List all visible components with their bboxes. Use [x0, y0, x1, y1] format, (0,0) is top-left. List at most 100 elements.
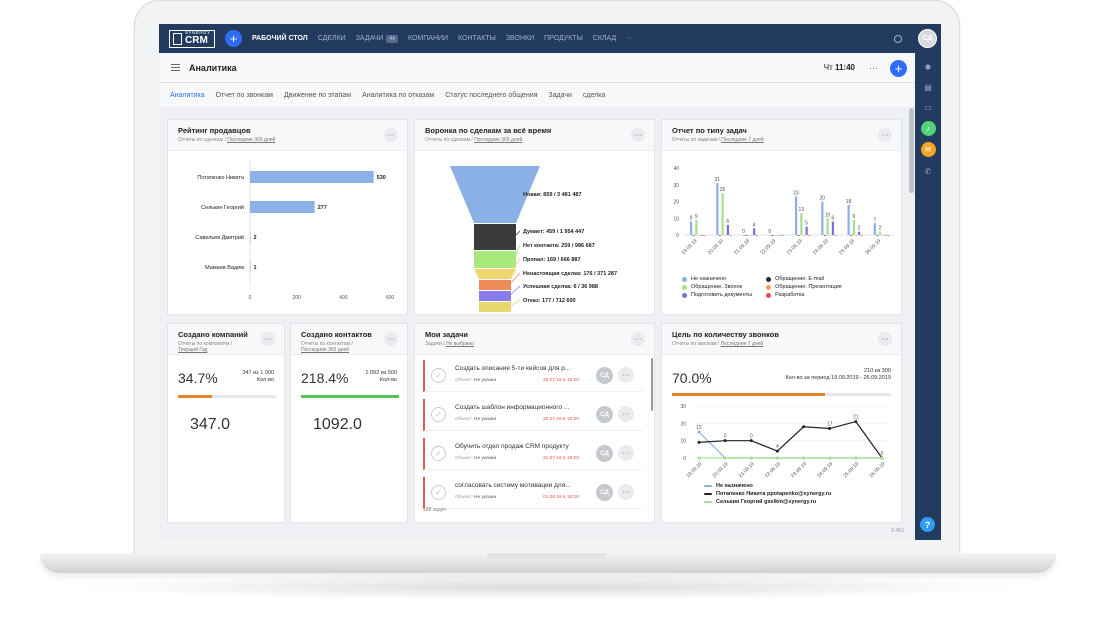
legend-item[interactable]: Обращение. Презентация [766, 283, 842, 291]
task-assignee-avatar[interactable]: СД [596, 445, 613, 462]
task-title[interactable]: Обучить отдел продаж CRM продукту [455, 443, 569, 450]
progress-track [178, 395, 276, 398]
x-tick-label: 19.09.19 [681, 238, 699, 256]
funnel-leader-line [508, 285, 521, 297]
task-more-button[interactable]: ··· [618, 367, 634, 383]
task-more-button[interactable]: ··· [618, 445, 634, 461]
card-title: Рейтинг продавцов [178, 126, 251, 135]
task-assignee-avatar[interactable]: СД [596, 367, 613, 384]
nav-item[interactable]: ПРОДУКТЫ [544, 35, 583, 42]
nav-item[interactable]: ··· [626, 35, 634, 42]
tab-item[interactable]: сделка [582, 91, 606, 99]
tab-item[interactable]: Задачи [548, 91, 572, 99]
x-tick-label: 21.09.19 [733, 238, 751, 256]
bell-icon[interactable]: ♪ [920, 121, 936, 136]
card-period-link[interactable]: Последние 365 дней [474, 137, 523, 143]
x-tick-label: 25.09.19 [838, 238, 856, 256]
task-more-button[interactable]: ··· [618, 406, 634, 422]
card-source: Отчеты по контактам / [301, 341, 353, 347]
page-scrollbar[interactable] [909, 108, 914, 193]
nav-item[interactable]: СДЕЛКИ [317, 35, 346, 42]
nav-item[interactable]: РАБОЧИЙ СТОЛ [252, 35, 308, 42]
chat-icon[interactable]: ▭ [924, 102, 932, 112]
bar [721, 193, 724, 235]
tab-item[interactable]: Движение по этапам [283, 91, 352, 99]
card-more-button[interactable]: ··· [878, 128, 892, 142]
card-more-button[interactable]: ··· [384, 332, 398, 346]
task-title[interactable]: Создать шаблон информационного ... [455, 404, 570, 411]
legend-swatch [766, 292, 772, 298]
task-more-button[interactable]: ··· [618, 484, 634, 500]
legend-item[interactable]: Подготовить документы [682, 291, 752, 299]
task-assignee-avatar[interactable]: СД [596, 406, 613, 423]
legend-swatch [704, 485, 712, 487]
tab-item[interactable]: Статус последнего общения [445, 91, 538, 99]
funnel-card: Воронка по сделкам за всё время Отчеты п… [414, 119, 655, 315]
create-button[interactable]: + [225, 30, 242, 47]
legend-item[interactable]: Селькин Георгий gselkin@synergy.ru [704, 498, 831, 506]
bar [860, 235, 863, 236]
synergy-crm-logo[interactable]: SYNERGY CRM [169, 29, 215, 48]
legend-item[interactable]: Потапенко Никита ppotapenko@synergy.ru [704, 490, 831, 498]
nav-item[interactable]: ЗАДАЧИ [355, 34, 384, 42]
card-more-button[interactable]: ··· [631, 332, 645, 346]
card-period-link[interactable]: Текущий Год [178, 347, 208, 353]
legend-item[interactable]: Не назначено [704, 482, 831, 490]
legend-item[interactable]: Разработка [766, 291, 842, 299]
add-widget-button[interactable]: + [890, 60, 907, 77]
card-more-button[interactable]: ··· [878, 332, 892, 346]
ratio-value: 1 092 из 500 [365, 370, 397, 376]
task-complete-checkbox[interactable]: ✓ [431, 407, 446, 422]
bar [858, 231, 861, 235]
task-complete-checkbox[interactable]: ✓ [431, 485, 446, 500]
task-row[interactable]: ✓ согласовать систему мотивации для... Объ… [423, 477, 643, 509]
task-row[interactable]: ✓ Создать шаблон информационного ... Объек… [423, 399, 643, 431]
card-more-button[interactable]: ··· [261, 332, 275, 346]
card-period-link[interactable]: Последние 7 дней [721, 137, 764, 143]
nav-item[interactable]: КОНТАКТЫ [458, 35, 496, 42]
series-point [802, 425, 806, 429]
datetime: Чт 11:40 [824, 63, 855, 72]
card-period-link[interactable]: Последние 7 дней [720, 341, 764, 347]
user-avatar[interactable]: СД [918, 29, 937, 48]
card-period-link[interactable]: Не выбрано [445, 341, 474, 347]
legend-item[interactable]: Обращение. Звонок [682, 283, 752, 291]
funnel-stage [479, 302, 511, 312]
book-icon[interactable]: ▤ [924, 82, 932, 92]
tab-item[interactable]: Отчет по звонкам [215, 91, 273, 99]
task-due-date: 30.07.19 в 18:00 [543, 417, 579, 422]
search-icon[interactable] [894, 34, 902, 43]
task-title[interactable]: согласовать систему мотивации для... [455, 482, 571, 489]
legend-item[interactable]: Не назначено [682, 275, 752, 283]
card-more-button[interactable]: ··· [631, 128, 645, 142]
task-complete-checkbox[interactable]: ✓ [431, 368, 446, 383]
header-more-button[interactable]: ··· [869, 62, 878, 73]
nav-item[interactable]: ЗВОНКИ [505, 35, 535, 42]
help-icon[interactable]: ? [920, 517, 935, 532]
tab-item[interactable]: Аналитика [170, 91, 205, 99]
card-period-link[interactable]: Последние 365 дней [227, 137, 276, 143]
bar [876, 235, 879, 236]
task-row[interactable]: ✓ Создать описание 5-ти кейсов для р... Об… [423, 360, 643, 392]
nav-item[interactable]: СКЛАД [592, 35, 617, 42]
nav-item[interactable]: КОМПАНИИ [407, 35, 449, 42]
card-period-link[interactable]: Последние 365 дней [301, 347, 350, 353]
task-title[interactable]: Создать описание 5-ти кейсов для р... [455, 365, 571, 372]
task-complete-checkbox[interactable]: ✓ [431, 446, 446, 461]
phone-icon[interactable]: ✆ [924, 166, 932, 176]
menu-icon[interactable] [171, 64, 180, 71]
tab-item[interactable]: Аналитика по отказам [362, 91, 435, 99]
sellers-bar-chart: Потапенко Никита 530 Селькин Георгий 277 Сав… [195, 161, 395, 301]
mail-icon[interactable]: ✉ [920, 142, 936, 157]
card-source: Отчеты по задачам / [672, 137, 722, 143]
task-assignee-avatar[interactable]: СД [596, 484, 613, 501]
nav-item-wrap[interactable]: ЗАДАЧИ 44 [355, 34, 398, 43]
task-row[interactable]: ✓ Обучить отдел продаж CRM продукту Объект… [423, 438, 643, 470]
funnel-leader-line [513, 192, 521, 195]
x-tick-label: 600 [386, 295, 395, 301]
funnel-leader-line [508, 258, 521, 275]
task-list-scrollbar[interactable] [651, 358, 653, 411]
card-more-button[interactable]: ··· [384, 128, 398, 142]
gear-icon[interactable]: ✱ [924, 62, 932, 72]
legend-item[interactable]: Обращение. E-mail [766, 275, 842, 283]
